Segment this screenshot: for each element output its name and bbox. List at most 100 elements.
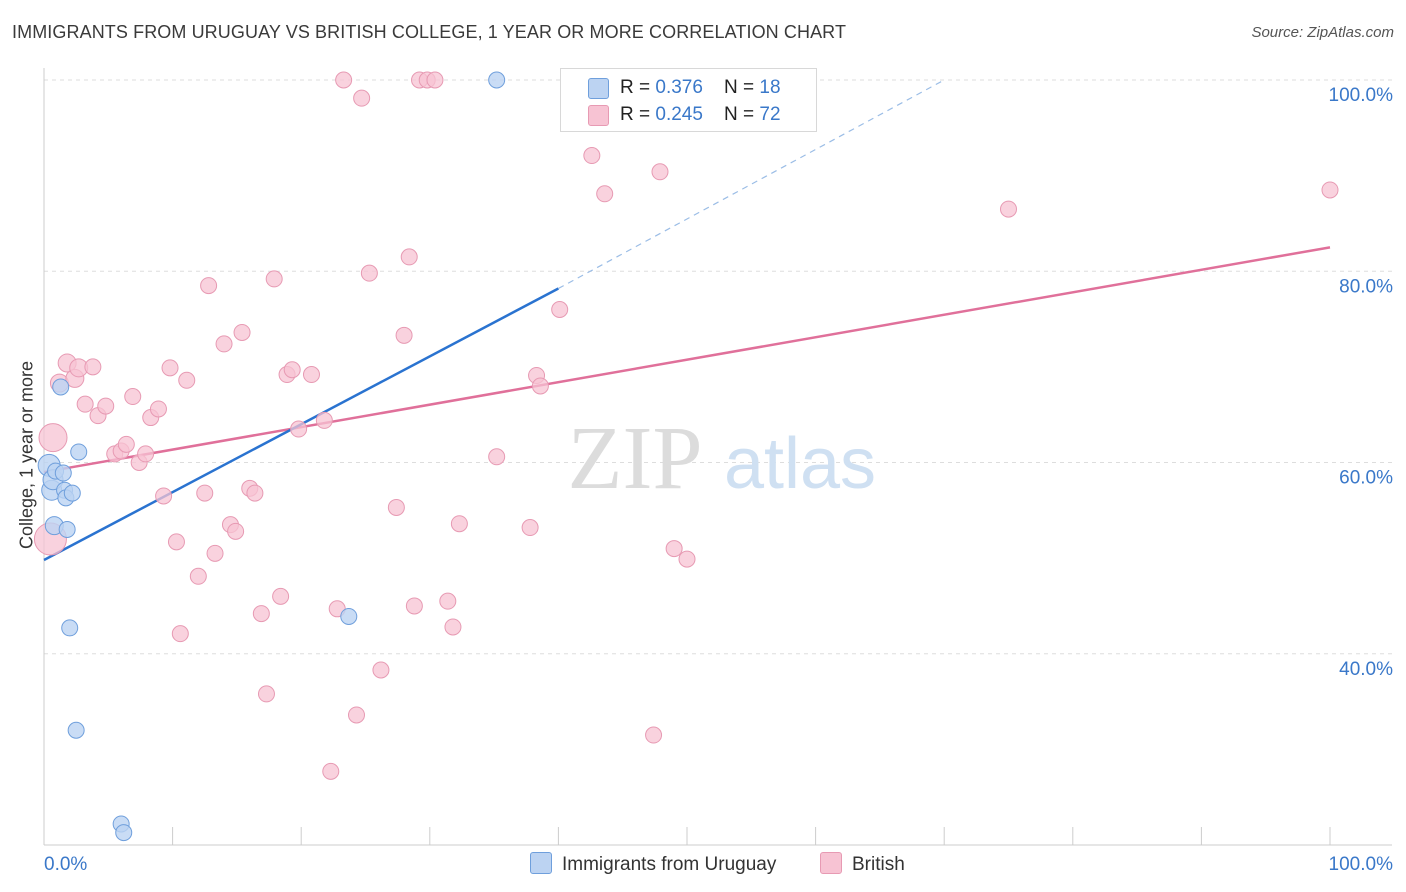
point-british <box>227 522 245 540</box>
point-british <box>76 395 94 413</box>
point-british <box>246 484 264 502</box>
y-tick-label: 80.0% <box>1339 276 1393 297</box>
point-british <box>405 597 423 615</box>
point-british <box>38 423 68 453</box>
axes <box>43 68 1392 846</box>
y-axis-label: College, 1 year or more <box>16 360 37 550</box>
data-points <box>33 71 1339 842</box>
r-label: R = <box>620 104 656 125</box>
point-uruguay <box>70 443 88 461</box>
trendline-uruguay-extrapolated <box>558 79 945 289</box>
point-british <box>252 605 270 623</box>
point-british <box>360 264 378 282</box>
r-value: 0.376 <box>655 77 703 98</box>
point-british <box>450 515 468 533</box>
watermark-atlas: atlas <box>724 424 876 504</box>
point-british <box>200 277 218 295</box>
legend-swatch-blue <box>530 852 552 874</box>
point-uruguay <box>58 520 76 538</box>
point-british <box>149 400 167 418</box>
point-british <box>233 323 251 341</box>
point-british <box>283 361 301 379</box>
point-british <box>665 540 683 558</box>
x-tick-label-max: 100.0% <box>1329 854 1394 875</box>
point-british <box>645 726 663 744</box>
point-british <box>426 71 444 89</box>
n-label: N = <box>724 77 760 98</box>
point-british <box>596 185 614 203</box>
point-british <box>117 435 135 453</box>
point-british <box>400 248 418 266</box>
point-british <box>155 487 173 505</box>
point-british <box>302 366 320 384</box>
legend-label-uruguay: Immigrants from Uruguay <box>562 854 777 875</box>
point-british <box>322 762 340 780</box>
r-label: R = <box>620 77 656 98</box>
point-british <box>290 420 308 438</box>
point-british <box>1321 181 1339 199</box>
point-uruguay <box>115 824 133 842</box>
point-british <box>439 592 457 610</box>
legend-item-british[interactable]: British <box>820 852 905 876</box>
point-uruguay <box>488 71 506 89</box>
point-british <box>265 270 283 288</box>
legend-item-uruguay[interactable]: Immigrants from Uruguay <box>530 852 776 876</box>
point-uruguay <box>63 484 81 502</box>
point-uruguay <box>54 464 72 482</box>
grid-lines <box>44 79 1392 655</box>
point-british <box>215 335 233 353</box>
legend-swatch-pink <box>820 852 842 874</box>
point-uruguay <box>61 619 79 637</box>
y-tick-label: 60.0% <box>1339 468 1393 489</box>
point-british <box>488 448 506 466</box>
point-british <box>335 71 353 89</box>
point-british <box>124 388 142 406</box>
n-label: N = <box>724 104 760 125</box>
point-british <box>353 89 371 107</box>
point-british <box>178 371 196 389</box>
point-british <box>347 706 365 724</box>
r-value: 0.245 <box>655 104 703 125</box>
point-uruguay <box>340 607 358 625</box>
point-uruguay <box>52 378 70 396</box>
point-british <box>521 519 539 537</box>
point-british <box>531 377 549 395</box>
point-british <box>1000 200 1017 218</box>
source-label: Source: ZipAtlas.com <box>1251 24 1394 41</box>
point-british <box>206 544 224 562</box>
point-british <box>678 550 696 568</box>
point-british <box>372 661 390 679</box>
stats-legend: R = 0.376 N = 18 R = 0.245 N = 72 <box>560 68 817 132</box>
point-british <box>161 359 179 377</box>
point-british <box>171 625 189 643</box>
point-british <box>583 147 601 165</box>
point-british <box>189 567 207 585</box>
point-british <box>651 163 669 181</box>
point-british <box>84 358 102 376</box>
legend-swatch-pink <box>588 105 609 126</box>
watermark-zip: ZIP <box>568 409 703 508</box>
point-british <box>97 397 115 415</box>
watermark: ZIP atlas <box>568 409 877 508</box>
point-british <box>137 445 155 463</box>
point-british <box>315 411 333 429</box>
point-british <box>444 618 462 636</box>
x-tick-label-min: 0.0% <box>44 854 87 875</box>
point-british <box>196 484 214 502</box>
legend-swatch-blue <box>588 78 609 99</box>
chart-title: IMMIGRANTS FROM URUGUAY VS BRITISH COLLE… <box>12 22 847 42</box>
point-british <box>551 301 569 318</box>
tick-labels: 40.0% 60.0% 80.0% 100.0% 0.0% 100.0% <box>44 85 1393 875</box>
point-british <box>257 685 275 703</box>
trendline-british <box>43 246 1331 474</box>
n-value: 72 <box>759 104 781 125</box>
legend-label-british: British <box>852 854 905 875</box>
point-british <box>167 533 185 551</box>
point-british <box>395 326 413 344</box>
y-tick-label: 40.0% <box>1339 659 1393 680</box>
point-british <box>387 498 405 516</box>
n-value: 18 <box>759 77 781 98</box>
y-tick-label: 100.0% <box>1329 85 1394 106</box>
point-uruguay <box>67 721 85 739</box>
